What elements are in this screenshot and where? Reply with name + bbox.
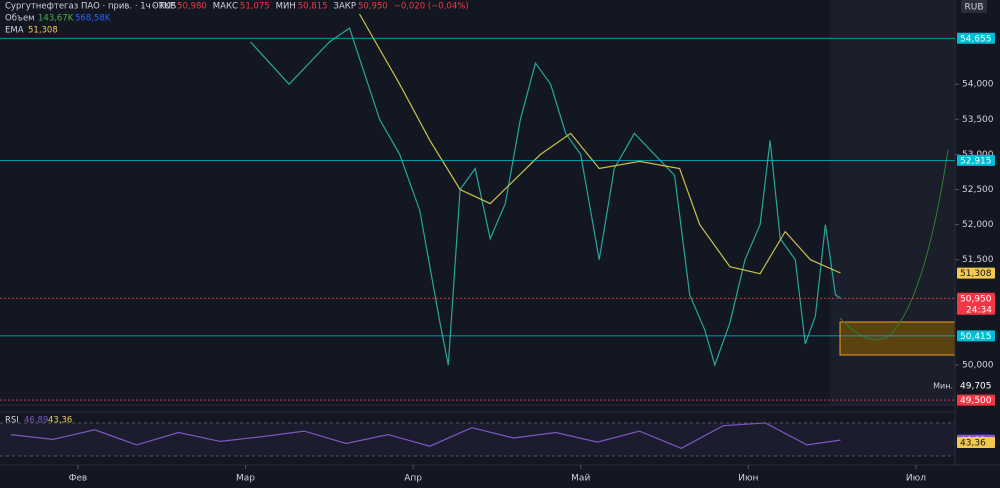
price-label-box [957,32,995,44]
series-line [10,422,841,449]
x-tick-label: Май [571,474,590,484]
price-label: 49,705 [960,382,992,392]
level-tag: Мин. [933,382,953,391]
y-tick-label: 54,000 [962,80,994,90]
ohlc-value: 50,815 [298,2,328,12]
price-label-box [957,330,995,342]
series-line [250,27,841,367]
price-label-box [957,380,995,392]
ema-label: EMA [5,26,24,36]
rsi-signal-value: 43,36 [48,416,72,426]
y-tick-label: 52,000 [962,220,994,230]
y-tick-label: 53,500 [962,115,994,125]
change: −0,020 (−0,04%) [394,2,469,12]
y-tick-label: 51,500 [962,255,994,265]
ohlc-label: ОТКР [152,2,175,12]
price-label: 49,500 [960,396,992,406]
currency[interactable]: RUB [964,3,983,13]
price-label: 51,308 [960,269,992,279]
ema-value: 51,308 [28,26,58,36]
legend: Сургутнефтегаз ПАО · прив. · 1ч · RUS Об… [5,2,176,426]
rsi-band [0,423,955,456]
price-label-box [957,394,995,406]
forecast-curve [839,149,949,341]
volume-value: 143,67K [38,14,74,24]
price-label: 50,415 [960,332,992,342]
price-label: 43,36 [960,439,986,449]
countdown: 24:34 [966,305,992,315]
price-label-box [957,267,995,279]
ohlc-label: МИН [276,2,296,12]
series-line [358,13,841,275]
volume-value: 568,58K [75,14,111,24]
volume-label: Объем [5,14,35,24]
x-tick-label: Фев [69,474,88,484]
rsi-label: RSI [5,416,19,426]
x-tick-label: Июн [738,474,758,484]
y-tick-label: 52,500 [962,185,994,195]
x-tick-label: Апр [404,474,422,484]
ohlc-value: 51,075 [240,2,270,12]
x-tick-label: Мар [236,474,255,484]
x-tick-label: Июл [906,474,926,484]
ohlc-value: 50,980 [177,2,207,12]
ohlc-label: МАКС [213,2,238,12]
price-label-box [957,154,995,166]
price-label: 52,915 [960,156,992,166]
target-zone [839,321,956,356]
y-tick-label: 50,000 [962,360,994,370]
rsi-value: 46,89 [24,416,48,426]
price-label: 54,655 [960,34,992,44]
price-label-box [957,292,995,315]
currency-badge[interactable] [961,0,987,13]
price-label: 50,950 [960,294,992,304]
ohlc-label: ЗАКР [334,2,356,12]
price-label-box [957,437,995,449]
ohlc-value: 50,950 [358,2,388,12]
symbol-title: Сургутнефтегаз ПАО · прив. · 1ч · RUS [5,2,176,12]
